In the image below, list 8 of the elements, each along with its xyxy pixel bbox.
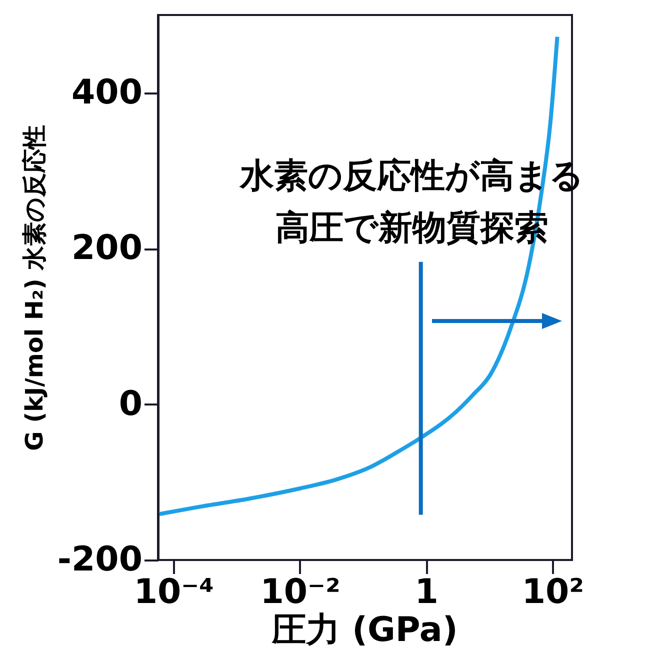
x-axis-title: 圧力 (GPa) — [271, 610, 458, 650]
y-tick-label: 400 — [72, 72, 142, 112]
y-tick-label: 0 — [118, 384, 142, 424]
y-tick-label: 200 — [72, 228, 142, 268]
x-tick-label: 1 — [414, 572, 438, 612]
x-tick-label: 10² — [522, 572, 584, 612]
y-axis-title: G (kJ/mol H₂) 水素の反応性 — [20, 125, 48, 451]
x-tick-label: 10⁻² — [260, 572, 340, 612]
